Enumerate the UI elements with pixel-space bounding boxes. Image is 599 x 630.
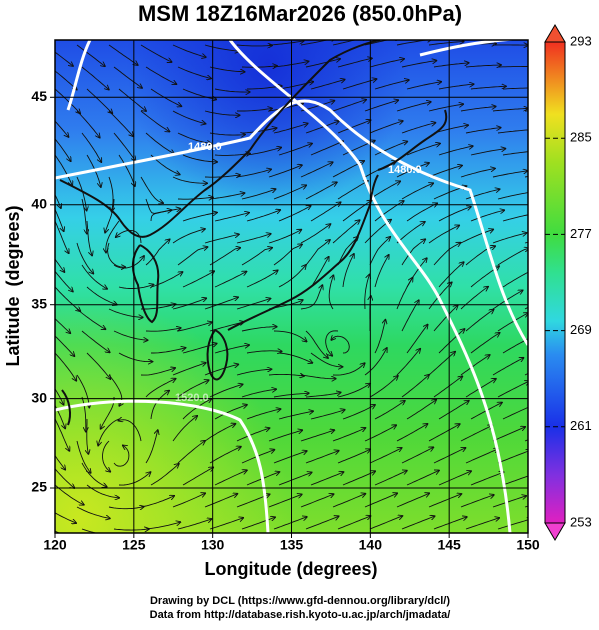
title: MSM 18Z16Mar2026 (850.0hPa) bbox=[138, 1, 462, 26]
x-tick-label: 145 bbox=[437, 537, 461, 553]
colorbar-bottom-arrow bbox=[545, 523, 565, 540]
y-tick-label: 25 bbox=[31, 479, 47, 495]
plot-area: 1480.0 1480.0 1520.0 bbox=[45, 37, 570, 541]
x-axis-label: Longitude (degrees) bbox=[204, 559, 377, 579]
y-tick-label: 30 bbox=[31, 389, 47, 405]
colorbar-tick-label: 261 bbox=[570, 418, 592, 433]
contour-label: 1480.0 bbox=[388, 164, 422, 176]
colorbar-top-arrow bbox=[545, 25, 565, 42]
colorbar-tick-label: 285 bbox=[570, 130, 592, 145]
x-tick-label: 135 bbox=[280, 537, 304, 553]
colorbar-tick-label: 253 bbox=[570, 514, 592, 529]
contour-label: 1520.0 bbox=[175, 392, 209, 404]
colorbar-tick-label: 269 bbox=[570, 322, 592, 337]
x-tick-label: 125 bbox=[122, 537, 146, 553]
y-tick-label: 45 bbox=[31, 88, 47, 104]
colorbar-tick-label: 293 bbox=[570, 33, 592, 48]
y-tick-label: 35 bbox=[31, 295, 47, 311]
footer-line: Drawing by DCL (https://www.gfd-dennou.o… bbox=[150, 595, 450, 607]
x-tick-label: 130 bbox=[201, 537, 225, 553]
colorbar bbox=[545, 42, 565, 523]
x-tick-label: 140 bbox=[359, 537, 383, 553]
x-tick-label: 150 bbox=[516, 537, 540, 553]
footer-line: Data from http://database.rish.kyoto-u.a… bbox=[150, 609, 451, 621]
y-tick-label: 40 bbox=[31, 196, 47, 212]
colorbar-tick-label: 277 bbox=[570, 226, 592, 241]
x-tick-label: 120 bbox=[43, 537, 67, 553]
contour-label: 1480.0 bbox=[188, 141, 222, 153]
y-axis-label: Latitude (degrees) bbox=[3, 205, 23, 366]
